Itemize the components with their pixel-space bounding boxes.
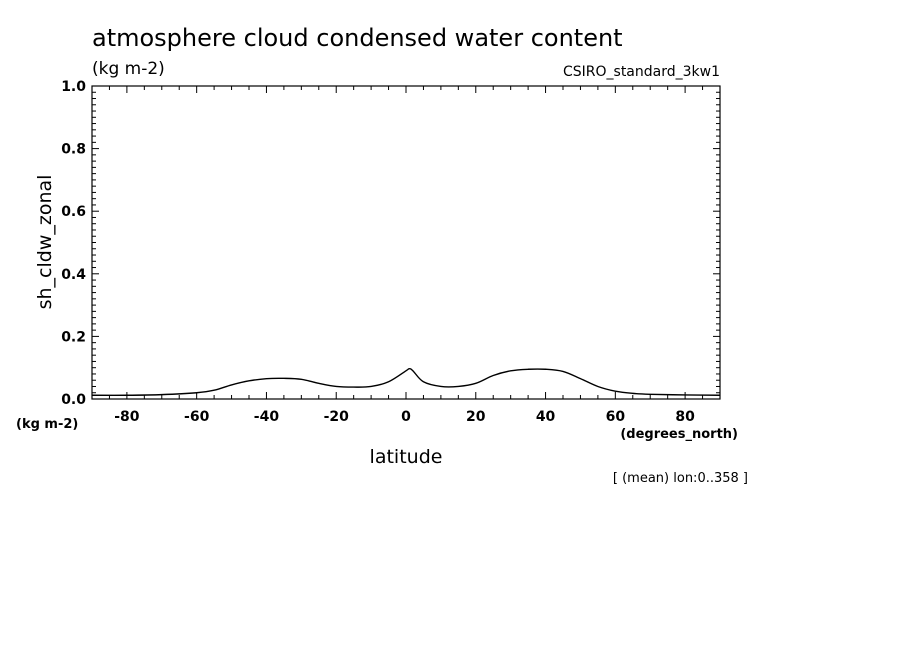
y-tick-label: 0.4 bbox=[61, 267, 86, 283]
plot-frame bbox=[91, 85, 721, 400]
y-tick-label: 0.8 bbox=[61, 142, 86, 158]
x-tick-label: -40 bbox=[254, 409, 280, 425]
x-tick-label: 80 bbox=[675, 409, 695, 425]
averaging-note: [ (mean) lon:0..358 ] bbox=[613, 471, 748, 486]
y-tick-label: 1.0 bbox=[61, 79, 86, 95]
x-axis-units: (degrees_north) bbox=[620, 427, 738, 442]
x-tick-label: 0 bbox=[401, 409, 411, 425]
x-tick-label: 60 bbox=[606, 409, 626, 425]
chart-units: (kg m-2) bbox=[92, 59, 165, 79]
y-tick-label: 0.6 bbox=[61, 204, 86, 220]
y-tick-label: 0.0 bbox=[61, 392, 86, 408]
y-axis-title: sh_cldw_zonal bbox=[34, 175, 56, 310]
series-line bbox=[91, 367, 721, 396]
y-axis-units: (kg m-2) bbox=[16, 417, 78, 432]
y-ticks: 0.0 0.2 0.4 0.6 0.8 1.0 bbox=[61, 79, 720, 408]
y-tick-label: 0.2 bbox=[61, 329, 86, 345]
x-ticks: -80 -60 -40 -20 0 20 40 60 80 bbox=[91, 86, 721, 425]
x-tick-label: -80 bbox=[114, 409, 140, 425]
x-tick-label: -60 bbox=[184, 409, 210, 425]
x-tick-label: -20 bbox=[324, 409, 350, 425]
x-tick-label: 20 bbox=[466, 409, 486, 425]
chart-title: atmosphere cloud condensed water content bbox=[92, 24, 623, 52]
model-name: CSIRO_standard_3kw1 bbox=[563, 64, 720, 80]
series-group bbox=[91, 367, 721, 396]
x-tick-label: 40 bbox=[536, 409, 556, 425]
x-axis-title: latitude bbox=[370, 446, 443, 468]
